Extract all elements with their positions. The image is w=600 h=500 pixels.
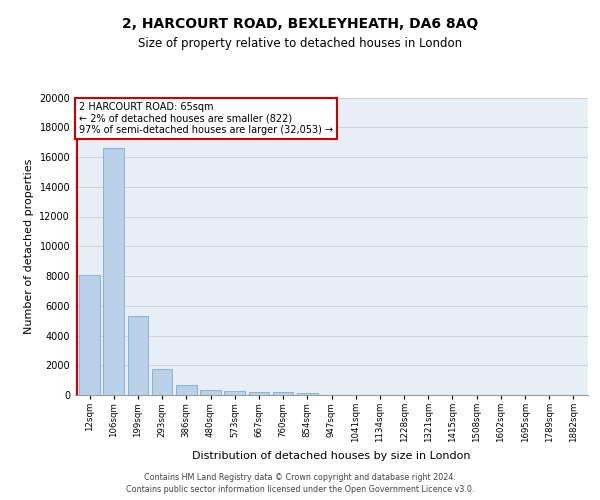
Text: 2 HARCOURT ROAD: 65sqm
← 2% of detached houses are smaller (822)
97% of semi-det: 2 HARCOURT ROAD: 65sqm ← 2% of detached … — [79, 102, 333, 135]
Y-axis label: Number of detached properties: Number of detached properties — [24, 158, 34, 334]
Text: 2, HARCOURT ROAD, BEXLEYHEATH, DA6 8AQ: 2, HARCOURT ROAD, BEXLEYHEATH, DA6 8AQ — [122, 18, 478, 32]
Text: Contains HM Land Registry data © Crown copyright and database right 2024.
Contai: Contains HM Land Registry data © Crown c… — [126, 472, 474, 494]
Bar — [152, 369, 172, 395]
Bar — [176, 384, 197, 395]
X-axis label: Distribution of detached houses by size in London: Distribution of detached houses by size … — [192, 450, 471, 460]
Bar — [103, 148, 124, 395]
Bar — [200, 390, 221, 395]
Bar — [79, 274, 100, 395]
Bar — [273, 392, 293, 395]
Bar — [128, 316, 148, 395]
Text: Size of property relative to detached houses in London: Size of property relative to detached ho… — [138, 38, 462, 51]
Bar — [248, 392, 269, 395]
Bar — [224, 391, 245, 395]
Bar — [297, 392, 317, 395]
